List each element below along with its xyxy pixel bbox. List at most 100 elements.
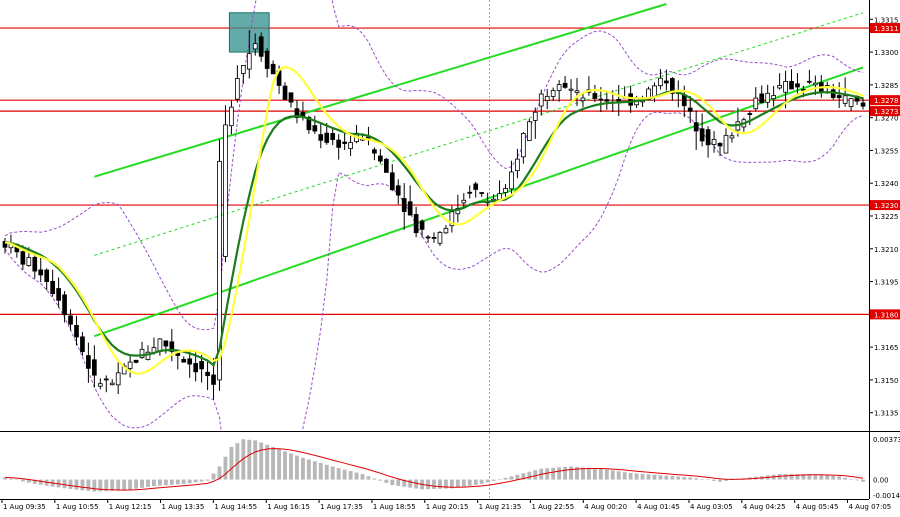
candle-body-77 xyxy=(461,199,467,204)
candle-body-18 xyxy=(109,382,115,386)
candle-42 xyxy=(252,33,258,56)
x-tick-label-0: 1 Aug 09:35 xyxy=(3,503,46,511)
candle-71 xyxy=(425,234,431,243)
price-marker-0: 1.3311 xyxy=(870,23,900,34)
macd-bar-84 xyxy=(503,477,508,480)
x-tick-label-5: 1 Aug 16:15 xyxy=(267,503,310,511)
candle-31 xyxy=(187,350,193,378)
time-axis: 1 Aug 09:35 1 Aug 10:55 1 Aug 12:15 1 Aug 1… xyxy=(1,499,891,511)
candle-body-64 xyxy=(383,158,389,173)
candle-45 xyxy=(270,60,276,75)
price-marker-label-2: 1.3273 xyxy=(874,108,899,116)
macd-bar-79 xyxy=(473,479,478,485)
candle-47 xyxy=(282,82,288,100)
macd-bar-21 xyxy=(128,479,133,490)
macd-bar-73 xyxy=(438,479,442,489)
candle-111 xyxy=(664,69,669,91)
candle-body-83 xyxy=(497,193,502,200)
price-marker-box-3 xyxy=(870,200,900,211)
candle-body-89 xyxy=(532,111,538,121)
candle-body-132 xyxy=(789,81,794,90)
candle-115 xyxy=(687,96,693,124)
y-tick-label-7: 1.3210 xyxy=(874,246,899,254)
macd-bar-62 xyxy=(372,478,377,480)
macd-bar-109 xyxy=(652,474,657,480)
macd-bar-136 xyxy=(813,474,818,480)
macd-bar-75 xyxy=(449,479,454,489)
macd-bar-116 xyxy=(694,478,699,480)
y-tick-label-2: 1.3285 xyxy=(874,82,899,90)
candle-56 xyxy=(336,134,341,160)
macd-bar-86 xyxy=(515,474,520,480)
candle-body-54 xyxy=(324,132,330,143)
macd-bar-71 xyxy=(426,479,430,490)
macd-bar-54 xyxy=(324,464,329,480)
candle-93 xyxy=(556,80,562,102)
candle-body-5 xyxy=(32,256,38,272)
candle-9 xyxy=(56,277,61,308)
macd-bar-14 xyxy=(86,479,91,491)
macd-bar-117 xyxy=(700,479,705,480)
candle-body-91 xyxy=(544,95,550,101)
candle-101 xyxy=(604,92,610,110)
price-candles xyxy=(2,30,866,400)
candle-body-130 xyxy=(777,84,782,89)
candle-body-13 xyxy=(80,336,85,352)
candle-10 xyxy=(62,291,67,323)
macd-bar-58 xyxy=(348,471,353,480)
candle-63 xyxy=(378,149,383,164)
x-tick-label-15: 4 Aug 05:45 xyxy=(796,503,839,511)
candle-133 xyxy=(795,73,800,95)
x-tick-label-12: 4 Aug 01:45 xyxy=(637,503,680,511)
macd-bar-81 xyxy=(485,479,490,483)
candle-body-118 xyxy=(705,129,711,146)
candle-body-127 xyxy=(759,93,765,104)
candle-body-4 xyxy=(26,257,32,267)
macd-bar-3 xyxy=(20,479,25,482)
macd-bar-17 xyxy=(104,479,109,492)
candle-body-19 xyxy=(115,372,121,386)
candle-19 xyxy=(115,361,121,395)
candle-142 xyxy=(848,98,854,112)
candle-body-86 xyxy=(515,158,520,172)
candle-body-39 xyxy=(235,78,240,100)
candle-body-3 xyxy=(20,251,26,265)
candle-7 xyxy=(44,268,50,291)
candle-body-48 xyxy=(288,92,294,103)
macd-bar-114 xyxy=(682,476,687,480)
macd-bar-49 xyxy=(295,455,299,480)
candle-body-141 xyxy=(842,95,848,104)
macd-panel xyxy=(3,439,865,492)
candle-body-79 xyxy=(473,183,479,190)
candle-body-12 xyxy=(74,324,79,338)
price-marker-box-1 xyxy=(870,95,900,106)
y-tick-label-3: 1.3270 xyxy=(874,115,899,123)
macd-bar-45 xyxy=(271,446,276,480)
candle-0 xyxy=(2,237,8,254)
macd-bar-50 xyxy=(300,457,305,480)
candle-body-26 xyxy=(157,338,163,352)
candle-body-33 xyxy=(199,361,204,370)
price-marker-box-4 xyxy=(870,309,900,320)
macd-bar-37 xyxy=(223,456,228,480)
candle-body-71 xyxy=(425,236,431,239)
candle-8 xyxy=(50,269,55,297)
candle-body-53 xyxy=(318,134,324,141)
macd-bar-107 xyxy=(640,473,645,480)
candle-body-119 xyxy=(711,138,717,145)
candle-140 xyxy=(836,82,842,108)
macd-bar-51 xyxy=(306,459,311,480)
macd-bar-97 xyxy=(581,467,585,480)
candle-body-100 xyxy=(598,98,604,101)
envelope-lower xyxy=(4,111,864,431)
candle-body-68 xyxy=(407,201,413,216)
macd-bar-144 xyxy=(861,479,865,482)
macd-bar-142 xyxy=(849,479,854,480)
candle-body-32 xyxy=(193,363,198,373)
candle-body-43 xyxy=(258,36,264,57)
y-tick-label-4: 1.3255 xyxy=(874,147,899,155)
candle-90 xyxy=(538,89,544,116)
macd-bar-32 xyxy=(193,479,198,483)
candle-70 xyxy=(419,219,425,238)
candle-126 xyxy=(753,87,759,112)
